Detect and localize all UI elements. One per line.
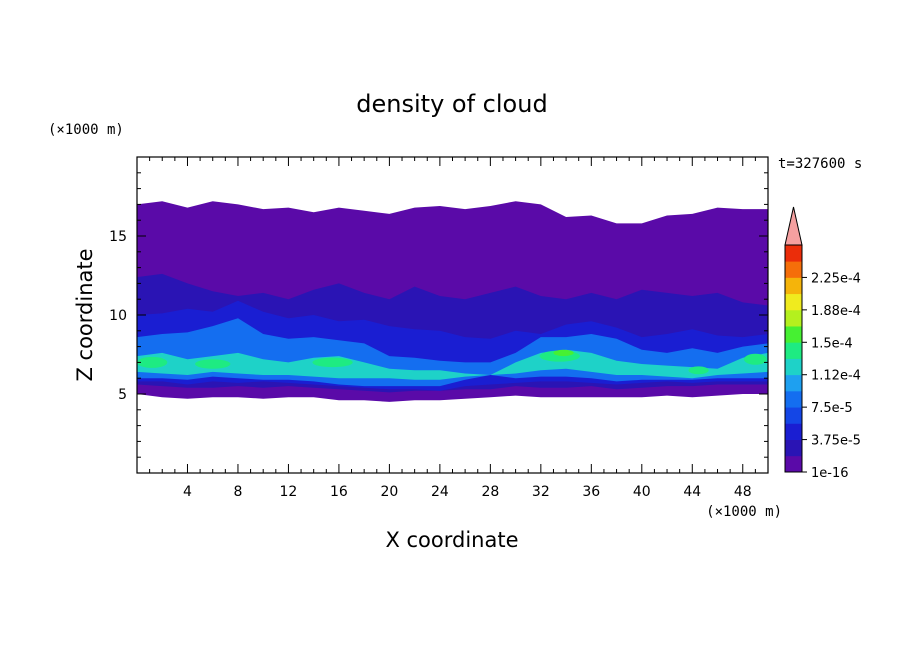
x-tick-label: 32 bbox=[532, 484, 550, 500]
x-tick-label: 40 bbox=[633, 484, 651, 500]
y-tick-label: 5 bbox=[118, 387, 127, 403]
colorbar-label: 2.25e-4 bbox=[811, 271, 861, 286]
x-axis: 4 8 12 16 20 24 28 32 36 40 44 48 bbox=[149, 157, 756, 500]
x-tick-label: 28 bbox=[481, 484, 499, 500]
colorbar-label: 3.75e-5 bbox=[811, 434, 861, 449]
colorbar-swatch bbox=[785, 293, 802, 311]
colorbar-label: 1.12e-4 bbox=[811, 369, 861, 384]
colorbar: 1e-16 3.75e-5 7.5e-5 1.12e-4 1.5e-4 1.88e-4 2.… bbox=[784, 206, 861, 481]
colorbar-swatch bbox=[785, 390, 802, 408]
x-tick-label: 36 bbox=[582, 484, 600, 500]
y-tick-label: 15 bbox=[109, 229, 127, 245]
colorbar-swatch bbox=[785, 245, 802, 262]
x-tick-label: 4 bbox=[183, 484, 192, 500]
colorbar-swatch bbox=[785, 423, 802, 440]
y-tick-label: 10 bbox=[109, 308, 127, 324]
x-tick-label: 24 bbox=[431, 484, 449, 500]
colorbar-swatch bbox=[785, 326, 802, 343]
colorbar-swatch bbox=[785, 309, 802, 327]
colorbar-label: 7.5e-5 bbox=[811, 401, 853, 416]
x-tick-label: 8 bbox=[233, 484, 242, 500]
contour-peak-2 bbox=[195, 359, 231, 369]
contour-peak-6 bbox=[688, 366, 709, 375]
contour-peak-3 bbox=[312, 357, 353, 368]
contour-peak-5 bbox=[553, 349, 574, 357]
colorbar-label: 1e-16 bbox=[811, 466, 849, 481]
x-tick-label: 20 bbox=[380, 484, 398, 500]
colorbar-swatch bbox=[785, 439, 802, 457]
colorbar-swatch bbox=[785, 374, 802, 392]
colorbar-swatch bbox=[785, 342, 802, 359]
time-label: t=327600 s bbox=[778, 156, 862, 172]
colorbar-swatch bbox=[785, 455, 802, 473]
x-tick-label: 16 bbox=[330, 484, 348, 500]
y-axis-label: Z coordinate bbox=[73, 248, 97, 381]
colorbar-swatch bbox=[785, 277, 802, 295]
colorbar-label: 1.88e-4 bbox=[811, 304, 861, 319]
chart-title: density of cloud bbox=[356, 90, 547, 118]
x-axis-label: X coordinate bbox=[385, 528, 518, 552]
colorbar-extend-arrow bbox=[784, 206, 803, 246]
colorbar-label: 1.5e-4 bbox=[811, 336, 853, 351]
contour-peak-7 bbox=[744, 353, 767, 365]
x-unit-label: (×1000 m) bbox=[706, 504, 782, 520]
contour-peak-1 bbox=[137, 356, 168, 368]
contour-fields bbox=[137, 201, 768, 402]
colorbar-swatch bbox=[785, 261, 802, 278]
x-tick-label: 12 bbox=[280, 484, 298, 500]
colorbar-swatch bbox=[785, 358, 802, 376]
contour-region-5 bbox=[137, 349, 768, 380]
x-tick-label: 48 bbox=[734, 484, 752, 500]
x-tick-label: 44 bbox=[683, 484, 701, 500]
colorbar-swatch bbox=[785, 407, 802, 424]
y-unit-label: (×1000 m) bbox=[48, 122, 124, 138]
y-axis: 5 10 15 bbox=[109, 172, 768, 458]
